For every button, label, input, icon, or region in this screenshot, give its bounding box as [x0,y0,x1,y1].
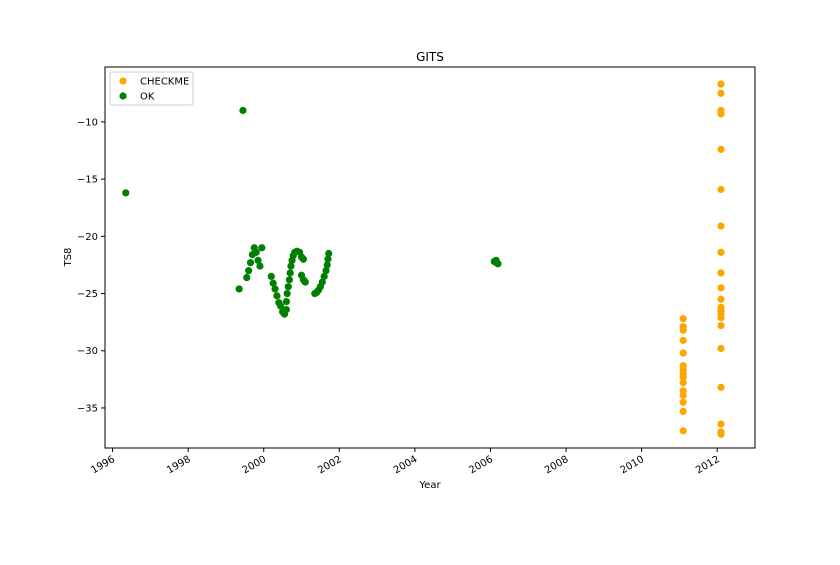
point-ok [299,255,308,263]
point-checkme [717,222,725,230]
point-ok [239,106,247,115]
point-checkme [679,373,687,381]
point-ok [325,249,333,258]
x-tick-label: 2010 [619,454,647,476]
point-checkme [717,344,725,353]
point-ok [243,273,251,282]
point-checkme [717,430,725,438]
point-checkme [679,407,687,415]
x-tick-label: 2006 [467,454,495,476]
point-ok [245,267,253,275]
point-checkme [717,313,725,322]
point-checkme [717,110,725,118]
point-ok [271,285,279,293]
point-ok [301,278,309,286]
point-checkme [717,80,725,88]
point-ok [490,257,498,266]
point-ok [324,255,332,263]
point-ok [235,285,243,293]
point-ok [267,272,275,280]
legend-marker-ok [119,92,127,100]
y-tick-label: −25 [77,289,98,300]
y-tick-label: −30 [77,346,98,357]
point-checkme [717,383,725,391]
point-checkme [679,326,687,334]
x-tick-label: 2012 [694,454,722,476]
point-checkme [679,349,687,357]
point-checkme [717,321,725,330]
x-tick-label: 1998 [165,454,193,476]
x-tick-label: 1996 [90,454,118,476]
y-tick-label: −20 [77,232,98,243]
point-ok [282,297,290,306]
point-ok [322,267,330,275]
point-checkme [679,379,687,387]
point-ok [252,248,260,256]
x-tick-label: 2000 [241,454,269,476]
legend-label-checkme: CHECKME [140,77,189,88]
point-ok [122,189,130,197]
point-checkme [679,427,687,435]
point-checkme [717,420,725,428]
point-ok [256,262,264,270]
point-ok [284,283,292,291]
y-tick-label: −15 [77,175,98,186]
points-layer [122,80,725,438]
legend: CHECKME OK [109,71,194,106]
point-checkme [679,391,687,399]
y-axis-label: TS8 [63,248,74,268]
plot-frame [104,66,756,449]
point-ok [287,262,295,270]
y-tick-label: −10 [77,117,98,128]
point-ok [320,272,328,280]
point-checkme [717,89,725,97]
point-ok [283,289,291,298]
point-checkme [717,295,725,303]
point-checkme [717,284,725,292]
point-ok [282,305,290,314]
x-axis: 1996 1998 2000 2002 2004 2006 2008 2010 2012 [90,448,722,476]
point-checkme [679,315,687,323]
point-ok [318,278,326,286]
point-ok [269,279,277,287]
point-ok [254,256,262,264]
point-ok [323,261,331,269]
point-ok [285,276,294,284]
y-tick-label: −35 [77,403,98,414]
x-tick-label: 2002 [316,454,344,476]
point-checkme [717,185,725,194]
x-tick-label: 2004 [392,454,420,476]
y-axis: −35 −30 −25 −20 −15 −10 [77,117,105,414]
point-ok [273,292,281,300]
point-ok [286,269,294,277]
point-ok [258,244,266,252]
legend-marker-checkme [119,77,127,85]
point-checkme [717,248,725,256]
point-ok [277,302,285,310]
x-axis-label: Year [418,480,441,491]
point-checkme [717,269,725,277]
point-checkme [679,336,687,345]
legend-box [109,71,194,106]
point-ok [246,259,255,267]
point-checkme [717,145,725,153]
point-checkme [679,398,687,406]
x-tick-label: 2008 [543,454,571,476]
chart-title: GITS [416,50,444,64]
legend-label-ok: OK [140,92,155,103]
